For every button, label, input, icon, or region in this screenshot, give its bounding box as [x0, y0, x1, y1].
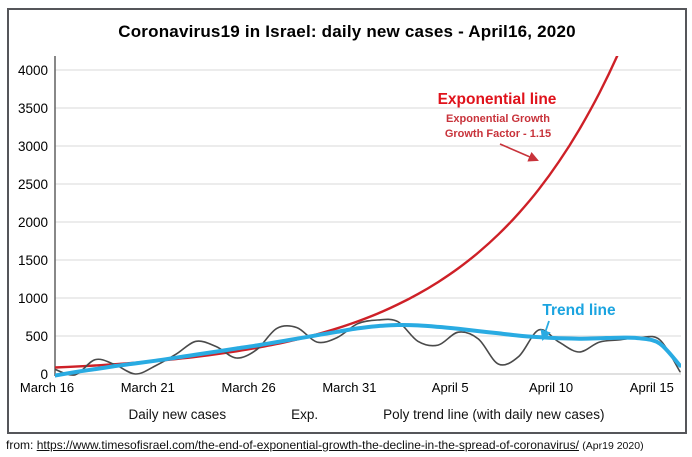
source-date: (Apr19 2020) — [582, 440, 644, 452]
chart-series — [55, 56, 681, 378]
source-prefix: from: — [6, 438, 34, 452]
source-link[interactable]: https://www.timesofisrael.com/the-end-of… — [36, 438, 579, 452]
y-tick-label: 3500 — [18, 101, 48, 116]
x-tick-label: April 10 — [529, 380, 573, 395]
daily-cases-line — [55, 318, 681, 376]
x-tick-label: April 15 — [630, 380, 674, 395]
exp-swatch-icon — [252, 413, 282, 417]
chart-frame: Coronavirus19 in Israel: daily new cases… — [7, 8, 687, 434]
trend-swatch-icon — [344, 413, 374, 417]
exponential-arrow-icon — [499, 143, 539, 162]
legend-item-daily: Daily new cases — [90, 407, 227, 422]
legend-label-daily: Daily new cases — [128, 407, 227, 422]
legend-item-trend: Poly trend line (with daily new cases) — [344, 407, 604, 422]
trend-line — [55, 322, 681, 378]
x-axis-labels: March 16 March 21 March 26 March 31 April 5 A… — [20, 380, 674, 395]
y-tick-label: 1000 — [18, 291, 48, 306]
source-attribution: from: https://www.timesofisrael.com/the-… — [6, 438, 692, 452]
x-tick-label: March 26 — [222, 380, 276, 395]
legend-label-trend: Poly trend line (with daily new cases) — [383, 407, 605, 422]
line-chart: 0 500 1000 1500 2000 2500 3000 3500 4000 March 1… — [18, 56, 681, 395]
daily-cases-swatch-icon — [90, 413, 120, 416]
growth-factor-label: Growth Factor - 1.15 — [445, 128, 551, 140]
y-tick-label: 2500 — [18, 177, 48, 192]
legend-label-exp: Exp. — [291, 407, 319, 422]
x-tick-label: April 5 — [432, 380, 469, 395]
y-tick-label: 2000 — [18, 215, 48, 230]
y-tick-label: 500 — [25, 329, 48, 344]
chart-legend: Daily new cases Exp. Poly trend line (wi… — [9, 407, 685, 422]
trend-line-label: Trend line — [542, 302, 616, 319]
exponential-annotation: Exponential line Exponential Growth Grow… — [438, 91, 557, 162]
legend-item-exp: Exp. — [252, 407, 318, 422]
x-tick-label: March 21 — [121, 380, 175, 395]
chart-title: Coronavirus19 in Israel: daily new cases… — [118, 22, 576, 41]
y-tick-label: 4000 — [18, 63, 48, 78]
y-axis-labels: 0 500 1000 1500 2000 2500 3000 3500 4000 — [18, 63, 48, 382]
y-tick-label: 0 — [40, 367, 48, 382]
x-tick-label: March 31 — [322, 380, 376, 395]
y-tick-label: 1500 — [18, 253, 48, 268]
y-tick-label: 3000 — [18, 139, 48, 154]
trend-arrow-icon — [540, 320, 551, 342]
exponential-line-label: Exponential line — [438, 91, 557, 108]
exponential-growth-label: Exponential Growth — [446, 113, 550, 125]
y-gridlines — [55, 69, 681, 375]
trend-annotation: Trend line — [540, 302, 616, 342]
x-tick-label: March 16 — [20, 380, 74, 395]
